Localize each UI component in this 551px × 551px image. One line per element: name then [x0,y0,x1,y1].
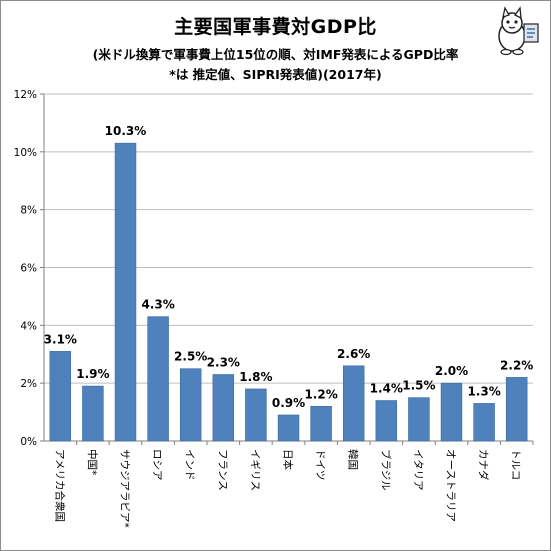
data-label: 2.3% [207,355,240,369]
category-label: イタリア [412,449,424,491]
category-label: ドイツ [314,449,326,481]
category-label: 韓国 [347,449,359,470]
bar [147,316,169,442]
category-label: 中国* [86,449,99,475]
data-label: 2.0% [435,364,468,378]
data-label: 2.5% [174,350,207,364]
data-label: 1.2% [304,387,337,401]
category-label: オーストラリア [445,449,457,522]
bar [245,388,267,442]
category-label: アメリカ合衆国 [53,449,66,522]
data-label: 10.3% [105,124,147,138]
bar [375,400,398,442]
bar [408,397,430,442]
category-label: カナダ [477,449,490,481]
y-tick-label: 8% [20,205,37,217]
y-tick-label: 12% [14,89,37,101]
category-label: サウジアラビア* [119,449,131,528]
data-label: 1.4% [370,382,403,396]
y-tick-label: 4% [20,320,37,332]
chart-subtitle-line-2: *は 推定値、SIPRI発表値)(2017年) [169,67,382,82]
category-label: ブラジル [379,449,392,491]
data-label: 1.8% [239,370,272,384]
bar [473,403,495,442]
y-tick-label: 10% [14,147,37,159]
data-label: 0.9% [272,396,305,410]
bar [114,142,137,442]
category-label: イギリス [249,449,261,491]
data-label: 3.1% [44,332,77,346]
bar [49,351,72,442]
category-label: インド [184,449,196,481]
y-tick-label: 6% [20,263,37,275]
bar [277,414,300,442]
bar [179,368,202,442]
category-label: トルコ [510,449,522,480]
y-tick-label: 2% [20,378,37,390]
data-label: 1.5% [402,379,435,393]
bar [82,385,104,442]
y-tick-label: 0% [20,436,37,448]
chart-title: 主要国軍事費対GDP比 [174,16,377,38]
data-label: 1.3% [467,384,500,398]
data-label: 2.2% [500,358,533,372]
bar [440,382,463,442]
category-label: フランス [216,449,228,491]
bar [342,365,365,442]
data-label: 1.9% [76,367,109,381]
bar [310,405,332,442]
mascot-logo-icon [498,6,539,56]
category-label: ロシア [151,449,163,481]
category-label: 日本 [282,449,295,470]
bar [505,377,528,442]
bar [212,374,235,442]
chart-subtitle-line-1: (米ドル換算で軍事費上位15位の順、対IMF発表によるGPD比率 [92,47,459,62]
data-label: 2.6% [337,347,370,361]
data-label: 4.3% [141,298,174,312]
